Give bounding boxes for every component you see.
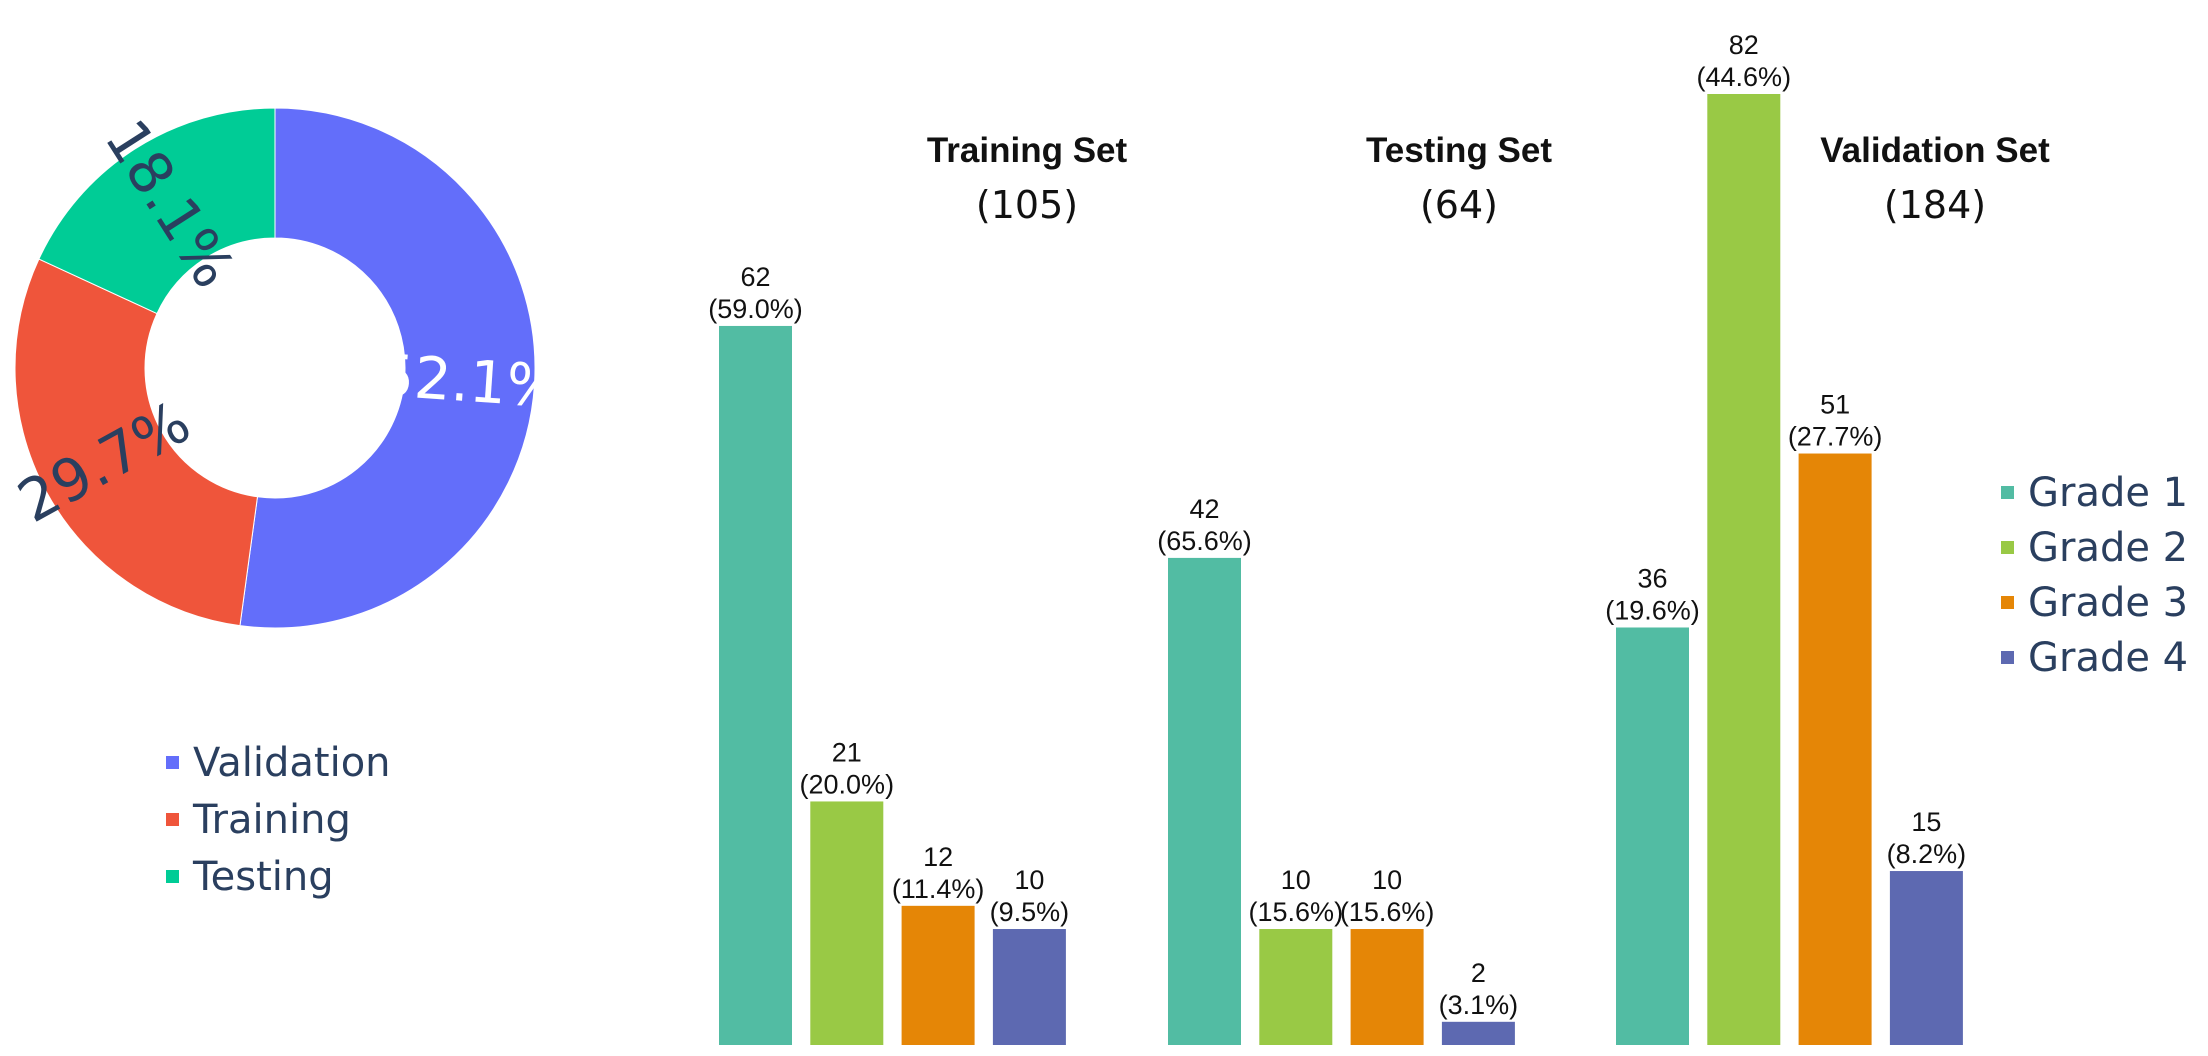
panel-count: (64): [1420, 183, 1498, 227]
bar-grade-3: [901, 905, 975, 1045]
bar-value-label: 51: [1820, 390, 1850, 420]
bar-value-label: 10: [1281, 865, 1311, 895]
legend-label-testing: Testing: [192, 854, 334, 900]
bar-value-label: 21: [832, 737, 862, 767]
bar-grade-1: [1168, 557, 1241, 1045]
donut-slice-validation: [239, 107, 536, 629]
panel-title: Training Set: [927, 131, 1128, 170]
bar-grade-4: [1441, 1021, 1515, 1045]
bar-grade-3: [1350, 929, 1424, 1045]
legend-swatch: [2001, 541, 2014, 554]
legend-label-training: Training: [192, 797, 351, 843]
bar-grade-1: [1616, 627, 1689, 1045]
donut-slice-testing: [38, 107, 276, 315]
donut-legend: Validation Training Testing: [166, 740, 391, 900]
bar-percent-label: (20.0%): [800, 769, 895, 799]
donut-slice-training: [14, 258, 259, 627]
legend-label-validation: Validation: [193, 740, 391, 786]
bar-grade-3: [1798, 453, 1872, 1045]
legend-label-grade-2: Grade 2: [2028, 525, 2188, 571]
legend-swatch: [2001, 596, 2014, 609]
bar-value-label: 36: [1637, 563, 1667, 593]
bar-grade-4: [1889, 871, 1963, 1045]
bar-value-label: 42: [1189, 494, 1219, 524]
bar-value-label: 15: [1911, 807, 1941, 837]
bar-percent-label: (27.7%): [1788, 422, 1883, 452]
bar-value-label: 12: [923, 842, 953, 872]
bar-grade-1: [719, 325, 792, 1045]
bar-panel-training-set: 62(59.0%) 21(20.0%) 12(11.4%) 10(9.5%) Train…: [708, 131, 1127, 1045]
legend-label-grade-3: Grade 3: [2028, 580, 2188, 626]
grade-legend: Grade 1 Grade 2 Grade 3 Grade 4: [2001, 470, 2188, 681]
bar-percent-label: (65.6%): [1157, 526, 1252, 556]
bar-grade-2: [810, 801, 884, 1045]
bar-panel-testing-set: 42(65.6%)10(15.6%)10(15.6%)2(3.1%)Testin…: [1157, 131, 1552, 1045]
legend-swatch: [2001, 651, 2014, 664]
legend-swatch: [2001, 486, 2014, 499]
bar-grade-4: [992, 929, 1066, 1045]
bar-percent-label: (11.4%): [892, 874, 985, 904]
bar-value-label: 10: [1014, 865, 1044, 895]
bar-grade-2: [1707, 94, 1781, 1045]
legend-swatch: [166, 870, 179, 883]
bar-percent-label: (59.0%): [708, 294, 803, 324]
bar-percent-label: (3.1%): [1439, 990, 1519, 1020]
bar-value-label: 2: [1471, 958, 1486, 988]
bar-value-label: 82: [1729, 30, 1759, 60]
bar-chart: 62(59.0%)21(20.0%)12(11.4%) 10(9.5%)Train…: [708, 30, 2050, 1045]
panel-count: (184): [1884, 183, 1986, 227]
donut-slice-label: 52.1%: [375, 341, 563, 421]
legend-swatch: [166, 756, 179, 769]
bar-percent-label: (15.6%): [1249, 897, 1344, 927]
bar-percent-label: (9.5%): [990, 897, 1070, 927]
bar-value-label: 62: [740, 262, 770, 292]
panel-title: Testing Set: [1366, 131, 1552, 170]
bar-percent-label: (15.6%): [1340, 897, 1435, 927]
bar-percent-label: (44.6%): [1697, 62, 1792, 92]
legend-label-grade-1: Grade 1: [2028, 470, 2188, 516]
panel-count: (105): [976, 183, 1078, 227]
bar-value-label: 10: [1372, 865, 1402, 895]
legend-label-grade-4: Grade 4: [2028, 635, 2188, 681]
bar-grade-2: [1259, 929, 1333, 1045]
legend-swatch: [166, 813, 179, 826]
bar-panel-validation-set: 36(19.6%) 82(44.6%) 51(27.7%) 15(8.2%) Valid…: [1605, 30, 2050, 1045]
donut-chart: 52.1%29.7%18.1%: [7, 107, 564, 629]
bar-percent-label: (8.2%): [1887, 839, 1967, 869]
panel-title: Validation Set: [1820, 131, 2050, 170]
bar-percent-label: (19.6%): [1605, 595, 1700, 625]
